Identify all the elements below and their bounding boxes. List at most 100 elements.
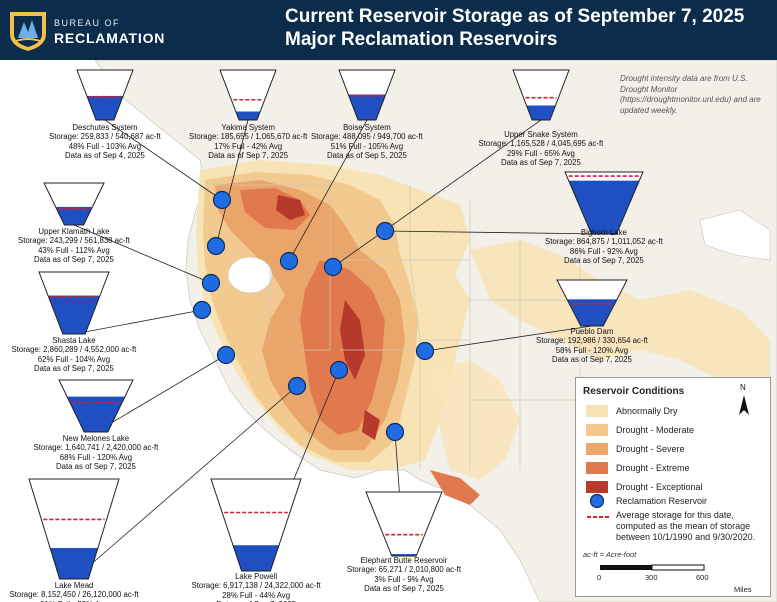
reservoir-name: Shasta Lake [52, 336, 96, 345]
reservoir-marker-shasta-lake[interactable] [192, 300, 212, 320]
legend-swatch-moderate [586, 424, 608, 436]
scale-tick-0: 0 [597, 573, 602, 582]
gauge-outline [38, 271, 110, 335]
reservoir-storage: Storage: 2,860,289 / 4,552,000 ac-ft [11, 345, 137, 355]
reservoir-name: New Melones Lake [62, 434, 130, 443]
reservoir-marker-upper-snake-system[interactable] [323, 257, 343, 277]
drought-exceptional [276, 195, 380, 440]
legend-label-severe: Drought - Severe [616, 444, 685, 454]
reservoir-storage: Storage: 259,833 / 540,687 ac-ft [49, 132, 161, 142]
logo-line2: RECLAMATION [54, 30, 166, 46]
reservoir-card-lake-mead: Lake Mead Storage: 8,152,450 / 26,120,000… [10, 581, 139, 602]
reservoir-pct: 31% Full - 52% Avg [10, 600, 139, 602]
reservoir-pct: 48% Full - 103% Avg [68, 141, 142, 151]
reservoir-name: Lake Mead [54, 581, 94, 590]
map-title: Current Reservoir Storage as of Septembe… [285, 6, 745, 27]
reservoir-card-boise-system: Boise System Storage: 488,095 / 949,700 a… [311, 123, 423, 161]
reservoir-marker-yakima-system[interactable] [206, 236, 226, 256]
reservoir-marker-deschutes-system[interactable] [212, 190, 232, 210]
reservoir-name: Bighorn Lake [580, 228, 627, 237]
scale-tick-300: 300 [645, 573, 658, 582]
scale-unit: Miles [734, 585, 752, 594]
reservoir-card-bighorn-lake: Bighorn Lake Storage: 864,875 / 1,011,052… [545, 228, 663, 266]
reservoir-name: Upper Snake System [504, 130, 578, 139]
reservoir-storage: Storage: 8,152,450 / 26,120,000 ac-ft [9, 590, 139, 600]
avg-line-icon [587, 516, 609, 518]
leader-line-shasta-lake [73, 309, 203, 335]
reservoir-storage: Storage: 243,299 / 561,838 ac-ft [18, 236, 130, 246]
reservoir-pct: 68% Full - 120% Avg [59, 452, 133, 462]
data-source-note: Drought intensity data are from U.S. Dro… [620, 74, 761, 115]
legend-label-moderate: Drought - Moderate [616, 425, 695, 435]
gauge-outline [58, 379, 134, 433]
bureau-logo: BUREAU OF RECLAMATION [8, 8, 168, 54]
reservoir-marker-elephant-butte-reservoir[interactable] [385, 422, 405, 442]
gauge-background [366, 492, 442, 556]
great-basin-lake [227, 256, 273, 294]
reservoir-date: Data as of Sep 7, 2025 [192, 600, 321, 602]
leader-line-upper-snake-system [332, 119, 542, 268]
acre-foot-note: ac-ft = Acre-foot [583, 550, 637, 559]
leader-line-new-melones-lake [95, 354, 227, 433]
title-banner: BUREAU OF RECLAMATION Current Reservoir … [0, 0, 777, 60]
leader-line-yakima-system [215, 119, 249, 247]
reservoir-pct: 86% Full - 92% Avg [569, 246, 638, 256]
reservoir-marker-boise-system[interactable] [279, 251, 299, 271]
reservoir-date: Data as of Sep 7, 2025 [501, 158, 581, 168]
legend-label-exceptional: Drought - Exceptional [616, 482, 703, 492]
reservoir-date: Data as of Sep 4, 2025 [65, 151, 145, 161]
gauge-outline [512, 69, 570, 121]
legend-swatch-extreme [586, 462, 608, 474]
reservoir-date: Data as of Sep 7, 2025 [364, 584, 444, 594]
gauge-background [220, 70, 276, 120]
reservoir-marker-upper-klamath-lake[interactable] [201, 273, 221, 293]
reservoir-storage: Storage: 6,917,138 / 24,322,000 ac-ft [191, 581, 321, 591]
reservoir-storage: Storage: 192,986 / 330,654 ac-ft [536, 336, 648, 346]
reservoir-name: Lake Powell [235, 572, 278, 581]
reservoir-storage: Storage: 864,875 / 1,011,052 ac-ft [545, 237, 663, 247]
leader-line-pueblo-dam [424, 325, 593, 352]
reservoir-name: Upper Klamath Lake [38, 227, 110, 236]
reservoir-storage: Storage: 185,655 / 1,065,670 ac-ft [189, 132, 308, 142]
reservoir-card-new-melones-lake: New Melones Lake Storage: 1,640,741 / 2,4… [34, 434, 159, 472]
scale-bar: 0 300 600 [596, 563, 716, 593]
gauge-outline [564, 171, 644, 235]
reservoir-marker-lake-mead[interactable] [287, 376, 307, 396]
reservoir-name: Pueblo Dam [570, 327, 614, 336]
scale-bar-graphic [600, 564, 705, 571]
scale-tick-600: 600 [696, 573, 709, 582]
reservoir-marker-pueblo-dam[interactable] [415, 341, 435, 361]
map-subtitle: Major Reclamation Reservoirs [285, 29, 558, 50]
gauge-background [211, 479, 301, 571]
north-arrow-icon [739, 395, 749, 415]
reservoir-pct: 29% Full - 65% Avg [506, 148, 575, 158]
reservoir-date: Data as of Sep 7, 2025 [56, 462, 136, 472]
reservoir-card-yakima-system: Yakima System Storage: 185,655 / 1,065,67… [189, 123, 307, 161]
gauge-background [44, 183, 104, 225]
leader-line-lake-mead [73, 385, 298, 580]
reservoir-card-elephant-butte-reservoir: Elephant Butte Reservoir Storage: 65,271 … [347, 556, 461, 594]
reservoir-pct: 17% Full - 42% Avg [214, 141, 283, 151]
legend-label-reservoir: Reclamation Reservoir [616, 496, 708, 506]
reservoir-marker-new-melones-lake[interactable] [216, 345, 236, 365]
reservoir-date: Data as of Sep 7, 2025 [552, 355, 632, 365]
reservoir-marker-bighorn-lake[interactable] [375, 221, 395, 241]
reservoir-storage: Storage: 65,271 / 2,010,800 ac-ft [347, 565, 462, 575]
legend-title: Reservoir Conditions [583, 386, 685, 397]
leader-line-boise-system [288, 119, 368, 262]
reservoir-gauge-elephant-butte-reservoir [365, 491, 443, 557]
gauge-outline [28, 478, 120, 580]
reservoir-pct: 62% Full - 104% Avg [37, 354, 111, 364]
reservoir-markers [192, 190, 435, 442]
gauge-outline [43, 182, 105, 226]
north-label: N [740, 383, 746, 392]
reservoir-name: Elephant Butte Reservoir [360, 556, 448, 565]
reservoir-marker-lake-powell[interactable] [329, 360, 349, 380]
reservoir-date: Data as of Sep 7, 2025 [34, 255, 114, 265]
reservoir-card-shasta-lake: Shasta Lake Storage: 2,860,289 / 4,552,00… [12, 336, 137, 374]
reservoir-date: Data as of Sep 7, 2025 [34, 364, 114, 374]
state-borders [205, 184, 581, 470]
legend-swatch-severe [586, 443, 608, 455]
reservoir-pct: 3% Full - 9% Avg [374, 574, 434, 584]
reservoir-card-deschutes-system: Deschutes System Storage: 259,833 / 540,6… [49, 123, 161, 161]
